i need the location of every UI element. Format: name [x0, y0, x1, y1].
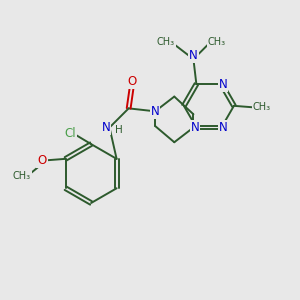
Text: N: N	[218, 78, 227, 91]
Text: N: N	[189, 49, 198, 62]
Text: N: N	[190, 121, 199, 134]
Text: CH₃: CH₃	[157, 37, 175, 47]
Text: N: N	[218, 121, 227, 134]
Text: O: O	[127, 75, 136, 88]
Text: H: H	[115, 125, 123, 135]
Text: CH₃: CH₃	[253, 102, 271, 112]
Text: CH₃: CH₃	[13, 172, 31, 182]
Text: CH₃: CH₃	[207, 37, 226, 47]
Text: O: O	[38, 154, 47, 167]
Text: N: N	[102, 121, 110, 134]
Text: Cl: Cl	[64, 127, 76, 140]
Text: N: N	[151, 105, 160, 118]
